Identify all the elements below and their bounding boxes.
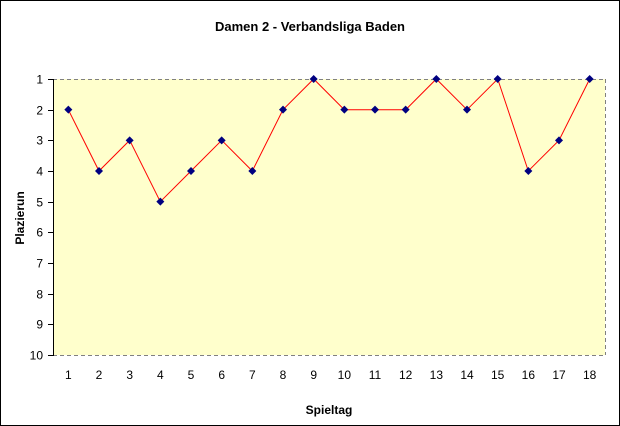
data-point-marker	[309, 75, 318, 83]
y-tick-label: 8	[36, 288, 43, 302]
y-tick-label: 6	[36, 226, 43, 240]
x-tick-label: 1	[65, 368, 72, 382]
y-tick-label: 5	[36, 196, 43, 210]
x-tick-label: 3	[126, 368, 133, 382]
data-point-marker	[401, 105, 410, 114]
x-tick-label: 16	[522, 368, 536, 382]
data-point-marker	[125, 136, 134, 145]
y-tick-label: 10	[30, 349, 44, 363]
plot-background	[53, 79, 605, 355]
data-point-marker	[463, 105, 471, 114]
x-tick-label: 13	[430, 368, 444, 382]
data-point-marker	[248, 167, 257, 175]
x-tick-label: 7	[249, 368, 256, 382]
y-tick-label: 7	[36, 257, 43, 271]
y-tick-label: 4	[36, 165, 43, 179]
chart-title: Damen 2 - Verbandsliga Baden	[214, 19, 405, 34]
y-tick-label: 2	[36, 104, 43, 118]
y-tick-label: 9	[36, 318, 43, 332]
data-point-marker	[279, 105, 287, 114]
data-point-marker	[371, 105, 379, 114]
y-tick-label: 1	[36, 73, 43, 87]
data-point-marker	[156, 197, 165, 206]
x-tick-label: 10	[338, 368, 352, 382]
y-tick-label: 3	[36, 134, 43, 148]
data-point-marker	[64, 105, 73, 114]
x-tick-label: 18	[583, 368, 597, 382]
x-tick-label: 6	[218, 368, 225, 382]
x-tick-label: 14	[460, 368, 474, 382]
series-line	[67, 78, 591, 203]
x-tick-label: 5	[188, 368, 195, 382]
data-point-marker	[493, 75, 502, 83]
data-point-marker	[217, 136, 226, 145]
x-tick-label: 17	[552, 368, 566, 382]
x-tick-label: 12	[399, 368, 413, 382]
x-tick-label: 4	[157, 368, 164, 382]
data-point-marker	[555, 136, 563, 145]
data-point-marker	[340, 105, 349, 114]
x-tick-label: 11	[369, 368, 382, 382]
data-point-marker	[432, 75, 441, 83]
data-point-marker	[585, 75, 594, 83]
x-axis-label: Spieltag	[305, 403, 353, 417]
x-tick-label: 8	[280, 368, 287, 382]
data-point-marker	[187, 167, 195, 175]
data-point-marker	[524, 167, 533, 175]
x-tick-label: 2	[96, 368, 103, 382]
x-tick-label: 15	[491, 368, 505, 382]
x-tick-label: 9	[310, 368, 317, 382]
data-point-marker	[95, 167, 103, 175]
